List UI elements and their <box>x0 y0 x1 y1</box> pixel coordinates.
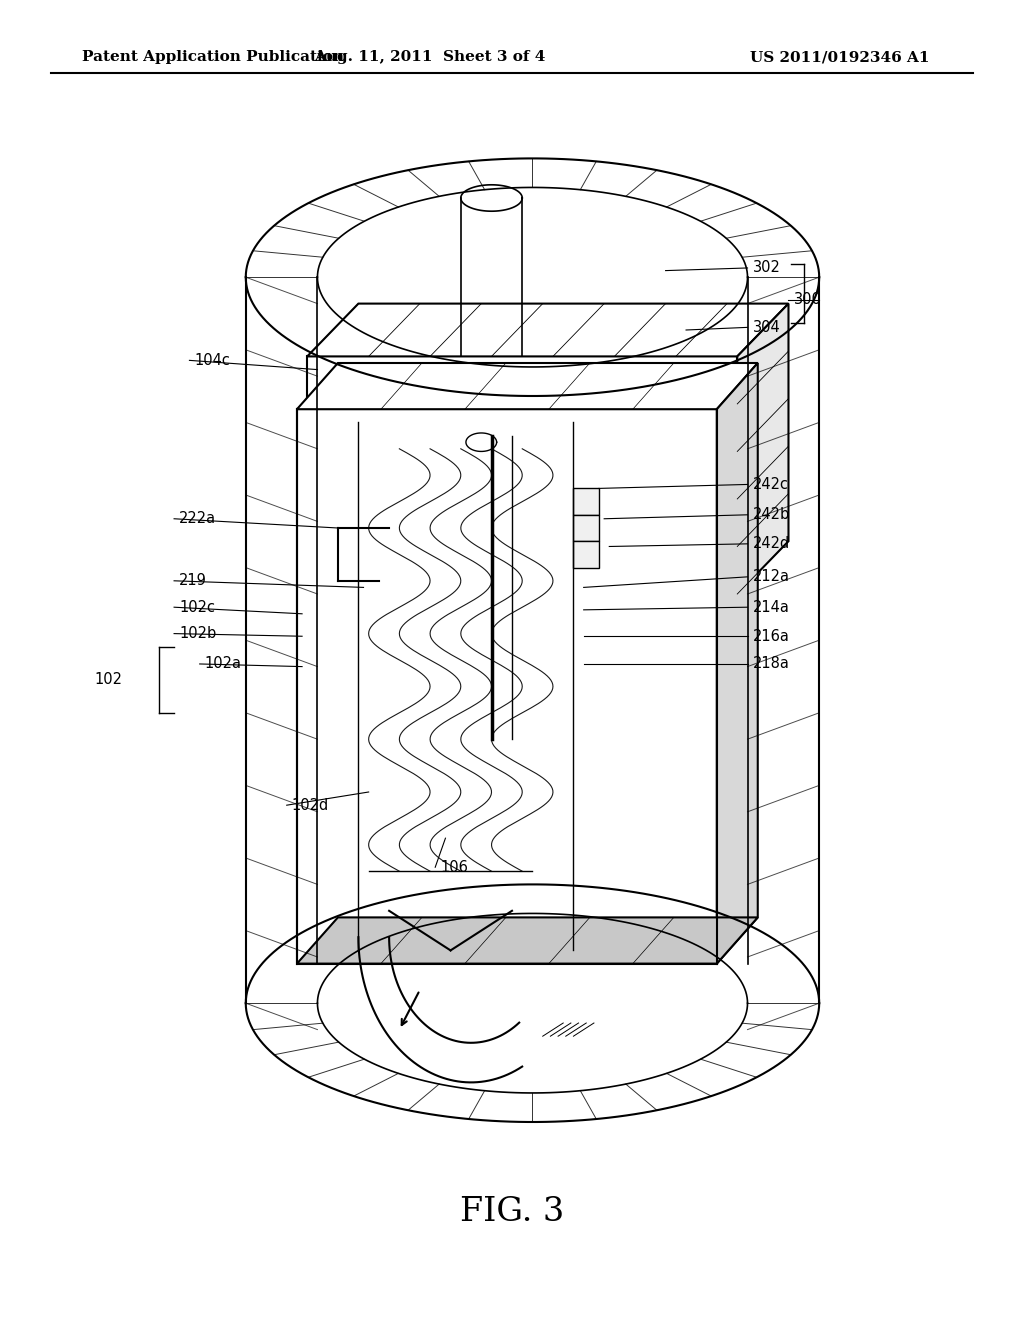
Text: 102b: 102b <box>179 626 216 642</box>
Text: 102d: 102d <box>292 797 329 813</box>
Text: 219: 219 <box>179 573 207 589</box>
Text: 218a: 218a <box>753 656 790 672</box>
Text: 102: 102 <box>95 672 123 688</box>
Polygon shape <box>297 409 717 964</box>
Polygon shape <box>297 363 758 409</box>
Text: 216a: 216a <box>753 628 790 644</box>
Polygon shape <box>307 304 788 356</box>
Text: 242b: 242b <box>753 507 790 523</box>
Polygon shape <box>573 515 599 541</box>
Text: 102c: 102c <box>179 599 215 615</box>
Text: 102a: 102a <box>205 656 242 672</box>
Text: 212a: 212a <box>753 569 790 585</box>
Text: 242d: 242d <box>753 536 790 552</box>
Polygon shape <box>573 488 599 515</box>
Text: 302: 302 <box>753 260 780 276</box>
Text: Patent Application Publication: Patent Application Publication <box>82 50 344 65</box>
Text: 214a: 214a <box>753 599 790 615</box>
Polygon shape <box>737 304 788 594</box>
Text: 222a: 222a <box>179 511 216 527</box>
Text: 300: 300 <box>794 292 821 308</box>
Text: 104c: 104c <box>195 352 230 368</box>
Text: Aug. 11, 2011  Sheet 3 of 4: Aug. 11, 2011 Sheet 3 of 4 <box>314 50 546 65</box>
Text: FIG. 3: FIG. 3 <box>460 1196 564 1228</box>
Text: 106: 106 <box>440 859 468 875</box>
Polygon shape <box>717 363 758 964</box>
Polygon shape <box>573 541 599 568</box>
Text: US 2011/0192346 A1: US 2011/0192346 A1 <box>750 50 930 65</box>
Text: 304: 304 <box>753 319 780 335</box>
Text: 242c: 242c <box>753 477 788 492</box>
Polygon shape <box>297 917 758 964</box>
